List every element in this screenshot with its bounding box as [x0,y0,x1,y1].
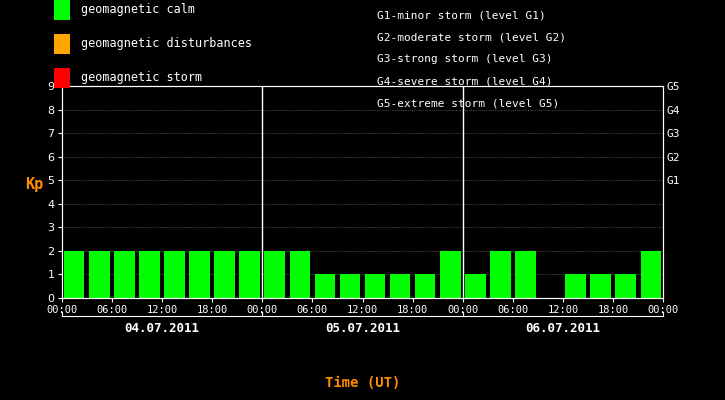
Text: G2-moderate storm (level G2): G2-moderate storm (level G2) [377,32,566,42]
Text: 06.07.2011: 06.07.2011 [526,322,600,334]
Bar [641,251,661,298]
Bar [64,251,84,298]
Bar [515,251,536,298]
Bar [164,251,185,298]
Bar [139,251,160,298]
Text: 04.07.2011: 04.07.2011 [125,322,199,334]
Bar [89,251,109,298]
Bar [490,251,510,298]
Text: Time (UT): Time (UT) [325,376,400,390]
Bar [114,251,135,298]
Bar [365,274,385,298]
Bar [415,274,436,298]
Text: geomagnetic calm: geomagnetic calm [81,4,195,16]
Bar [189,251,210,298]
Bar [566,274,586,298]
Bar [465,274,486,298]
Bar [440,251,460,298]
Bar [590,274,611,298]
Bar [616,274,636,298]
Bar [215,251,235,298]
Text: 05.07.2011: 05.07.2011 [325,322,400,334]
Bar [315,274,335,298]
Text: geomagnetic storm: geomagnetic storm [81,72,202,84]
Bar [340,274,360,298]
Text: G3-strong storm (level G3): G3-strong storm (level G3) [377,54,552,64]
Y-axis label: Kp: Kp [25,177,44,192]
Text: G5-extreme storm (level G5): G5-extreme storm (level G5) [377,98,559,108]
Text: G4-severe storm (level G4): G4-severe storm (level G4) [377,76,552,86]
Bar [390,274,410,298]
Bar [289,251,310,298]
Text: G1-minor storm (level G1): G1-minor storm (level G1) [377,10,546,20]
Bar [265,251,285,298]
Bar [239,251,260,298]
Text: geomagnetic disturbances: geomagnetic disturbances [81,38,252,50]
